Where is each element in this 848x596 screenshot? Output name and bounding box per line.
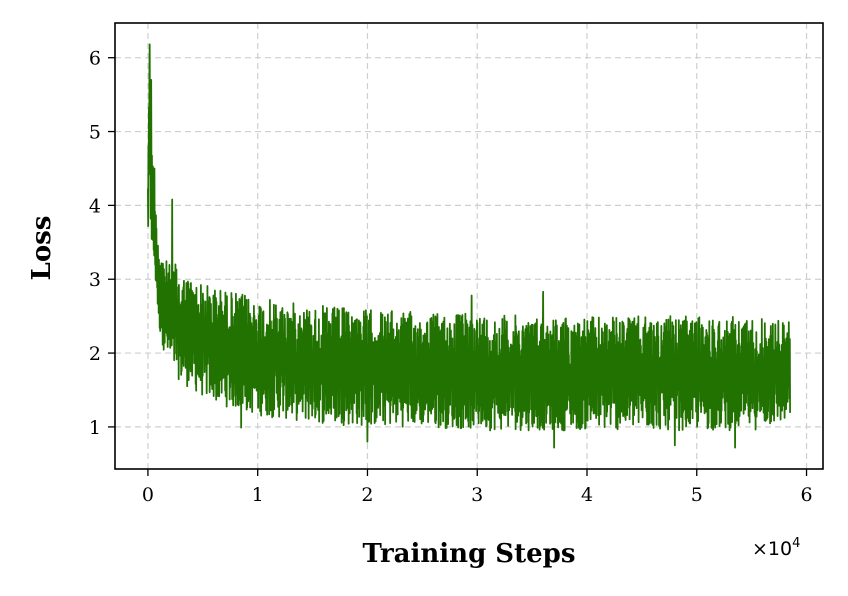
x-tick-label: 4: [581, 484, 593, 506]
y-tick-label: 6: [89, 48, 101, 70]
y-tick-label: 1: [89, 417, 101, 439]
x-tick-label: 1: [252, 484, 264, 506]
x-tick-label: 2: [361, 484, 373, 506]
y-axis-title: Loss: [27, 216, 57, 281]
y-tick-label: 3: [89, 269, 101, 291]
y-tick-label: 2: [89, 343, 101, 365]
x-axis-ticks: 0 1 2 3 4 5 6: [142, 469, 813, 506]
x-tick-label: 6: [800, 484, 812, 506]
x-offset-exponent: 4: [792, 536, 800, 551]
y-tick-label: 4: [89, 195, 101, 217]
loss-series: [147, 43, 791, 449]
plot-frame: [114, 22, 824, 470]
x-tick-label: 5: [691, 484, 703, 506]
y-tick-label: 5: [89, 122, 101, 144]
x-offset-base: ×10: [752, 538, 792, 560]
y-axis-ticks: 1 2 3 4 5 6: [89, 48, 115, 439]
loss-line: [147, 43, 791, 449]
x-axis-title: Training Steps: [363, 539, 576, 569]
x-tick-label: 0: [142, 484, 154, 506]
x-tick-label: 3: [471, 484, 483, 506]
x-axis-offset-label: ×104: [752, 536, 800, 560]
grid-lines: [115, 23, 823, 469]
